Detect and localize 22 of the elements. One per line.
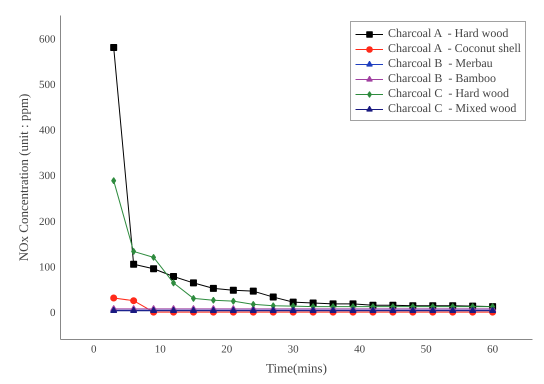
legend-label: Charcoal A - Coconut shell — [388, 41, 521, 56]
legend-label: Charcoal A - Hard wood — [388, 26, 508, 41]
y-tick-label: 600 — [39, 33, 56, 46]
x-tick-label: 10 — [154, 344, 166, 356]
x-tick-label: 60 — [487, 344, 499, 356]
y-tick-label: 200 — [39, 216, 56, 228]
y-tick-label: 100 — [39, 261, 56, 274]
x-tick-label: 50 — [420, 344, 432, 356]
y-tick-label: 400 — [39, 124, 56, 137]
y-axis-title: NOx Concentration (unit : ppm) — [16, 94, 31, 262]
x-tick-label: 20 — [221, 344, 233, 356]
legend-label: Charcoal B - Bamboo — [388, 71, 496, 86]
x-axis-title: Time(mins) — [266, 360, 327, 376]
x-tick-label: 40 — [354, 344, 366, 356]
y-tick-label: 300 — [39, 170, 56, 182]
legend-label: Charcoal C - Hard wood — [388, 86, 509, 101]
y-tick-label: 0 — [50, 307, 56, 320]
x-tick-label: 0 — [90, 344, 97, 356]
x-tick-label: 30 — [288, 344, 300, 356]
legend-label: Charcoal C - Mixed wood — [388, 101, 516, 116]
y-tick-label: 500 — [39, 78, 56, 91]
legend-label: Charcoal B - Merbau — [388, 56, 493, 71]
